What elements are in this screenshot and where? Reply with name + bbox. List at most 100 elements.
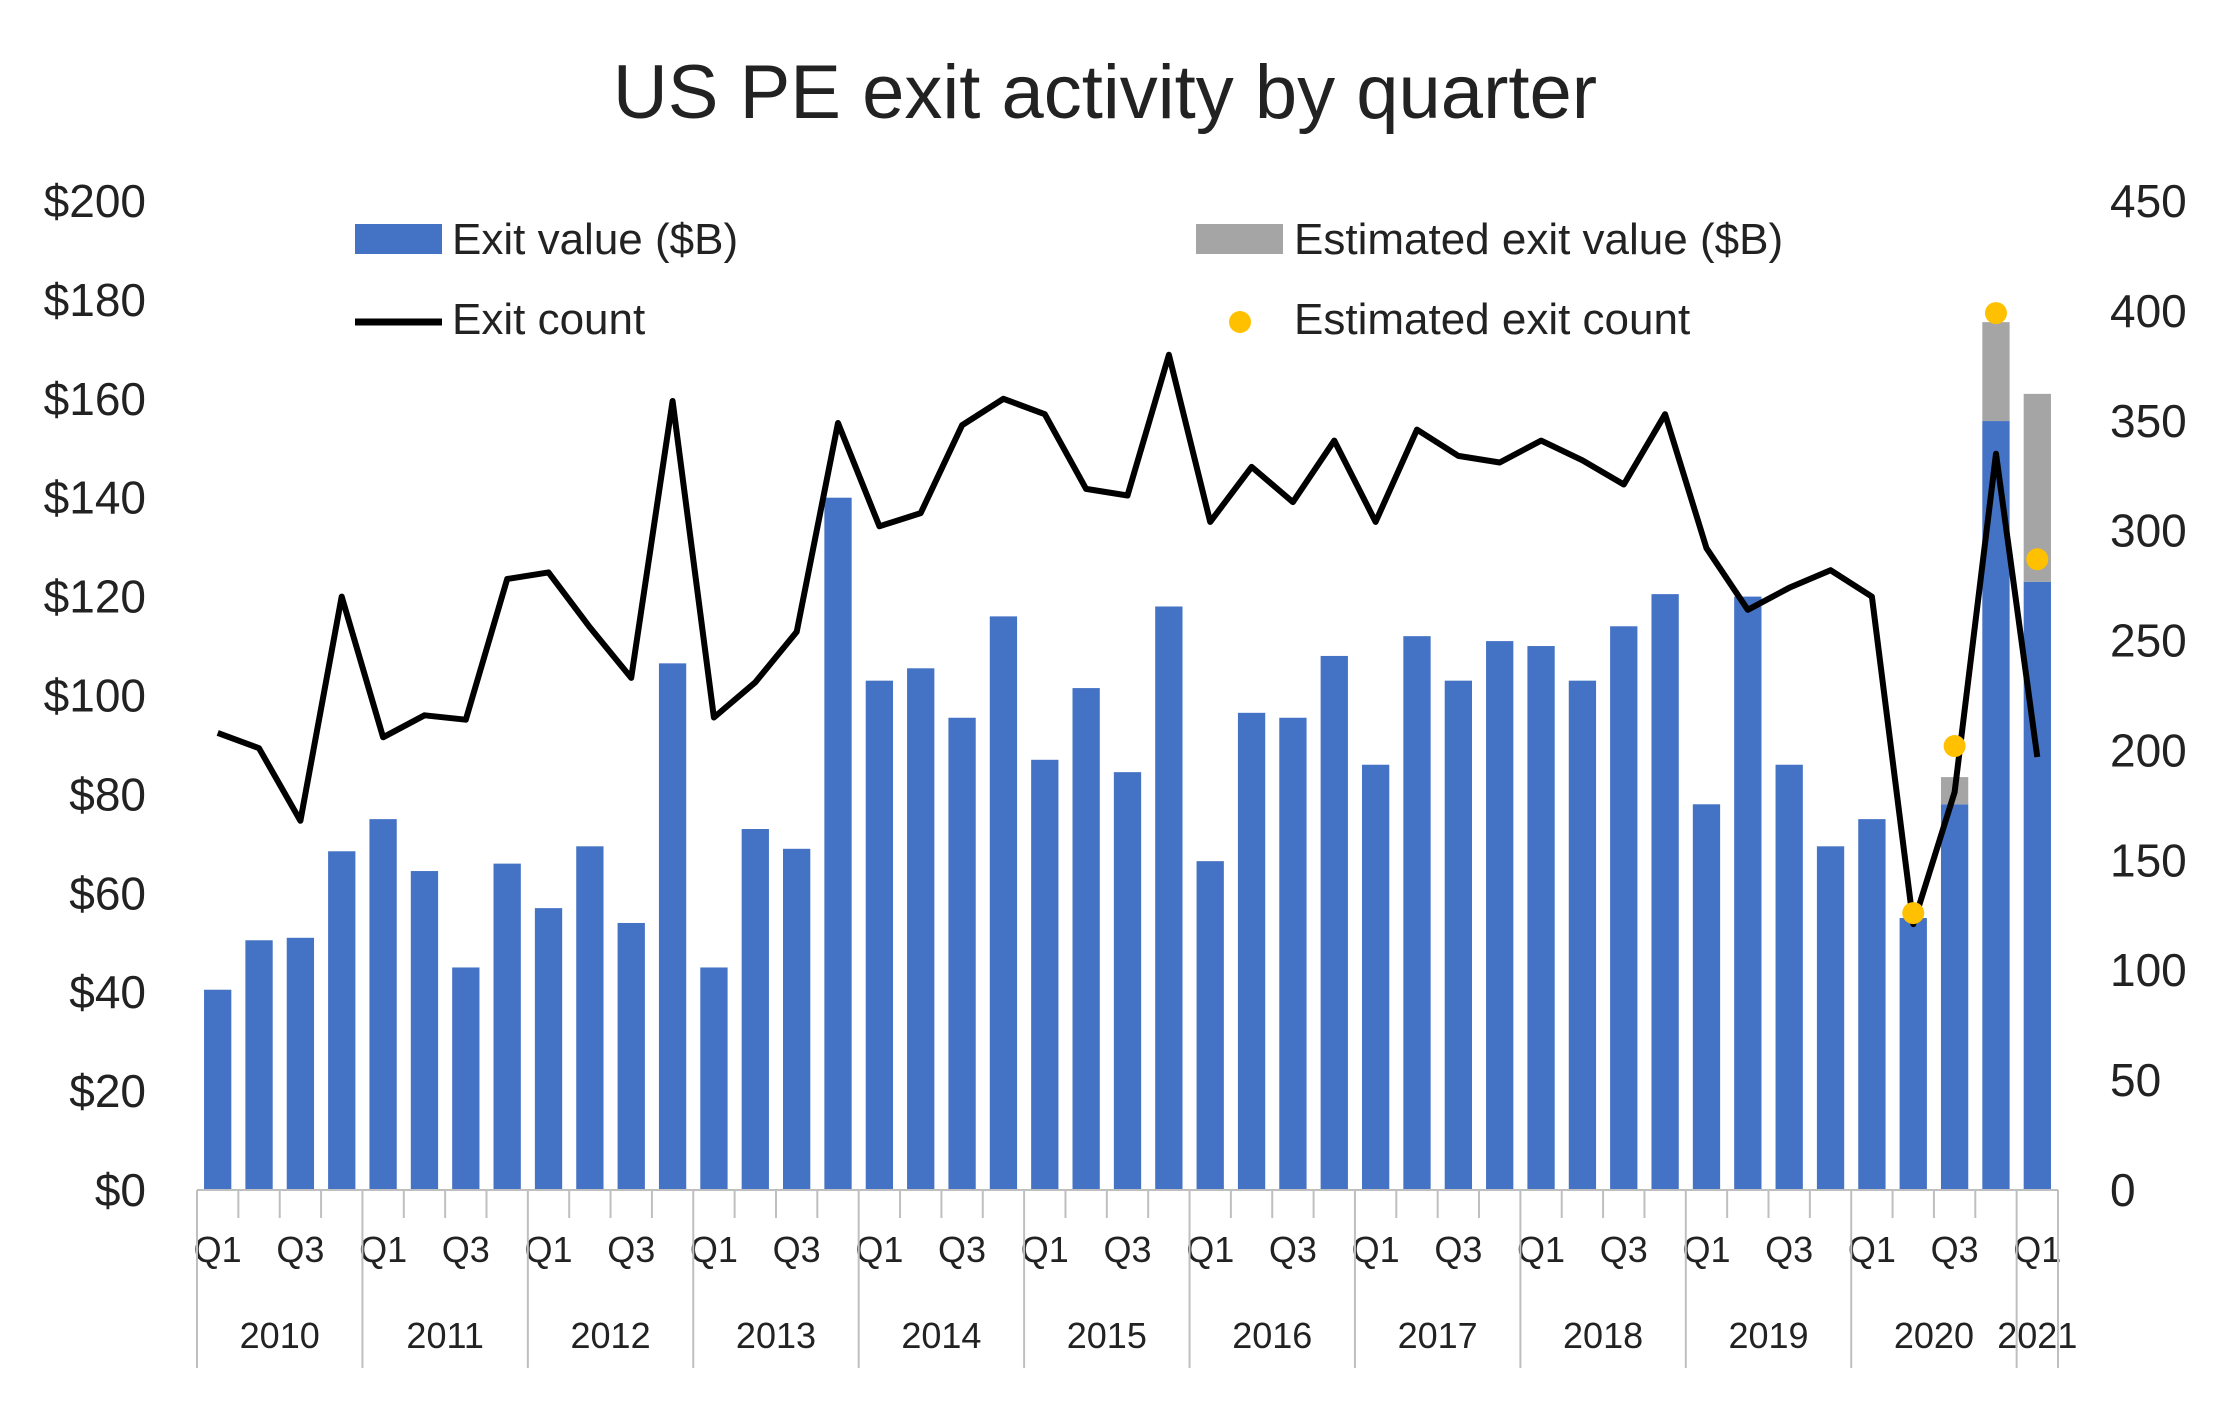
quarter-label: Q3: [276, 1229, 324, 1270]
estimated-count-dot: [1902, 902, 1925, 925]
exit-value-bar: [1155, 606, 1183, 1190]
left-tick-label: $40: [69, 966, 146, 1018]
bars: [204, 322, 2051, 1190]
legend: Exit value ($B) Estimated exit value ($B…: [355, 215, 1783, 344]
x-axis: Q1 Q3 Q1 Q3 Q1 Q3 Q1 Q3 Q1 Q3 Q1 Q3 Q1 Q3 Q1 Q3 Q1 Q3 Q1 Q3…: [194, 1189, 2077, 1368]
year-label: 2018: [1563, 1315, 1643, 1356]
year-label: 2021: [1997, 1315, 2077, 1356]
exit-value-bar: [410, 871, 439, 1190]
left-axis: $0 $20 $40 $60 $80 $100 $120 $140 $160 $180 $200: [44, 175, 146, 1216]
exit-value-bar: [1113, 772, 1142, 1190]
left-tick-label: $60: [69, 867, 146, 919]
right-tick-label: 250: [2110, 615, 2187, 667]
right-tick-label: 150: [2110, 834, 2187, 886]
year-label: 2014: [901, 1315, 981, 1356]
exit-value-bar: [1816, 846, 1845, 1190]
exit-value-bar: [493, 863, 521, 1190]
exit-value-bar: [700, 967, 728, 1190]
left-tick-label: $120: [44, 571, 146, 623]
legend-label-exit-count: Exit count: [452, 295, 645, 344]
exit-value-bar: [1899, 918, 1927, 1190]
year-label: 2012: [571, 1315, 651, 1356]
exit-value-bar: [369, 819, 397, 1190]
quarter-label: Q3: [1434, 1229, 1482, 1270]
quarter-label: Q3: [607, 1229, 655, 1270]
right-axis: 0 50 100 150 200 250 300 350 400 450: [2110, 175, 2187, 1216]
exit-value-bar: [1651, 594, 1679, 1190]
estimated-count-dot: [1984, 302, 2007, 325]
quarter-label: Q1: [1517, 1229, 1565, 1270]
quarter-label: Q1: [1848, 1229, 1896, 1270]
exit-value-bar: [1444, 680, 1472, 1190]
exit-value-bar: [1610, 626, 1638, 1190]
year-label: 2016: [1232, 1315, 1312, 1356]
year-label: 2017: [1398, 1315, 1478, 1356]
left-tick-label: $160: [44, 373, 146, 425]
left-tick-label: $200: [44, 175, 146, 227]
quarter-label: Q1: [855, 1229, 903, 1270]
exit-value-bar: [907, 668, 935, 1190]
exit-value-bar: [1237, 712, 1266, 1190]
exit-value-bar: [1361, 764, 1390, 1190]
legend-label-estimated-exit-value: Estimated exit value ($B): [1294, 215, 1783, 264]
legend-swatch-exit-value: [355, 224, 442, 254]
exit-value-bar: [534, 908, 563, 1190]
exit-value-bar: [741, 829, 769, 1190]
legend-swatch-estimated-exit-count: [1229, 311, 1251, 333]
exit-value-bar: [1940, 804, 1969, 1190]
quarter-label: Q1: [2013, 1229, 2061, 1270]
quarter-label: Q1: [1186, 1229, 1234, 1270]
year-label: 2013: [736, 1315, 816, 1356]
quarter-label: Q1: [359, 1229, 407, 1270]
quarter-label: Q1: [690, 1229, 738, 1270]
year-label: 2011: [406, 1315, 483, 1356]
estimated-count-dot: [2026, 548, 2049, 571]
right-tick-label: 50: [2110, 1054, 2161, 1106]
left-tick-label: $100: [44, 670, 146, 722]
exit-count-series-line: [216, 351, 2041, 928]
exit-value-bar: [1486, 641, 1514, 1190]
exit-value-bar: [658, 663, 687, 1190]
right-tick-label: 100: [2110, 944, 2187, 996]
exit-value-bar: [286, 937, 315, 1190]
quarter-label: Q1: [525, 1229, 573, 1270]
year-label: 2010: [240, 1315, 320, 1356]
quarter-label: Q1: [1021, 1229, 1069, 1270]
exit-value-bar: [1196, 861, 1224, 1190]
year-label: 2020: [1894, 1315, 1974, 1356]
year-label: 2019: [1728, 1315, 1808, 1356]
exit-value-bar: [1320, 655, 1348, 1190]
exit-value-bar: [1072, 688, 1100, 1190]
right-tick-label: 0: [2110, 1164, 2136, 1216]
right-tick-label: 350: [2110, 395, 2187, 447]
legend-label-exit-value: Exit value ($B): [452, 215, 738, 264]
left-tick-label: $0: [95, 1164, 146, 1216]
left-tick-label: $140: [44, 472, 146, 524]
exit-value-bar: [1527, 646, 1555, 1190]
exit-value-bar: [824, 497, 852, 1190]
chart-title: US PE exit activity by quarter: [613, 50, 1597, 135]
exit-value-bar: [783, 848, 811, 1190]
exit-value-bar: [328, 851, 356, 1190]
quarter-label: Q3: [1765, 1229, 1813, 1270]
exit-value-bar: [865, 680, 894, 1190]
quarter-label: Q1: [1682, 1229, 1730, 1270]
left-tick-label: $180: [44, 274, 146, 326]
exit-value-bar: [617, 922, 645, 1190]
exit-value-bar: [1403, 636, 1431, 1190]
right-tick-label: 200: [2110, 724, 2187, 776]
exit-count-line: [216, 351, 2041, 928]
year-label: 2015: [1067, 1315, 1147, 1356]
legend-swatch-estimated-exit-value: [1196, 224, 1283, 254]
left-tick-label: $20: [69, 1065, 146, 1117]
exit-value-bar: [1775, 764, 1803, 1190]
exit-value-bar: [452, 967, 480, 1190]
exit-value-bar: [1031, 759, 1059, 1190]
quarter-label: Q3: [1600, 1229, 1648, 1270]
quarter-label: Q3: [1931, 1229, 1979, 1270]
exit-value-bar: [1279, 717, 1307, 1190]
quarter-label: Q1: [194, 1229, 242, 1270]
quarter-label: Q3: [442, 1229, 490, 1270]
quarter-label: Q3: [773, 1229, 821, 1270]
